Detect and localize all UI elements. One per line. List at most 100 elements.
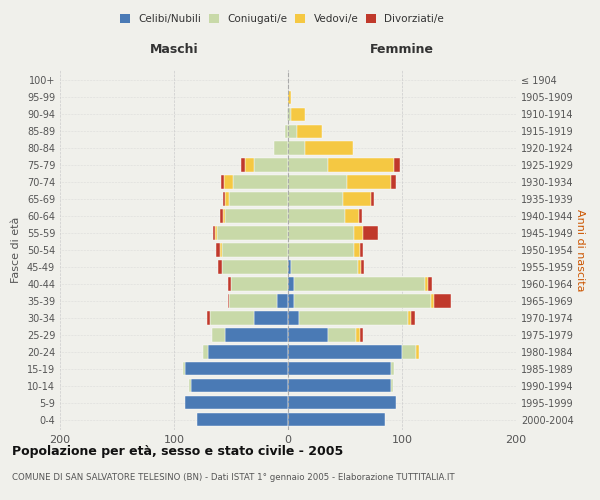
Bar [212,328,226,342]
Bar [274,142,288,154]
Bar [189,379,191,392]
Bar [216,244,220,256]
Bar [277,294,288,308]
Bar [233,176,288,188]
Bar [305,142,353,154]
Bar [288,176,347,188]
Bar [425,278,428,290]
Bar [294,278,425,290]
Text: Femmine: Femmine [370,42,434,56]
Bar [254,312,288,324]
Bar [288,328,328,342]
Bar [217,226,288,239]
Bar [431,294,434,308]
Bar [226,328,288,342]
Text: COMUNE DI SAN SALVATORE TELESINO (BN) - Dati ISTAT 1° gennaio 2005 - Elaborazion: COMUNE DI SAN SALVATORE TELESINO (BN) - … [12,473,455,482]
Bar [371,192,373,205]
Bar [434,294,451,308]
Bar [361,260,364,274]
Y-axis label: Fasce di età: Fasce di età [11,217,21,283]
Bar [288,158,328,172]
Bar [288,244,354,256]
Bar [224,176,233,188]
Bar [223,192,226,205]
Bar [297,124,322,138]
Bar [220,210,223,222]
Bar [416,346,419,358]
Bar [254,158,288,172]
Bar [287,108,288,121]
Bar [411,312,415,324]
Bar [221,176,224,188]
Bar [360,328,363,342]
Bar [288,210,345,222]
Bar [288,226,354,239]
Bar [220,244,222,256]
Bar [358,260,361,274]
Bar [222,244,288,256]
Text: Popolazione per età, sesso e stato civile - 2005: Popolazione per età, sesso e stato civil… [12,445,343,458]
Bar [288,396,397,409]
Bar [229,192,288,205]
Text: Maschi: Maschi [149,42,199,56]
Bar [226,210,288,222]
Bar [241,158,245,172]
Legend: Celibi/Nubili, Coniugati/e, Vedovi/e, Divorziati/e: Celibi/Nubili, Coniugati/e, Vedovi/e, Di… [116,10,448,29]
Bar [288,346,402,358]
Bar [229,294,277,308]
Bar [288,294,294,308]
Bar [222,260,288,274]
Bar [288,362,391,376]
Bar [343,192,371,205]
Y-axis label: Anni di nascita: Anni di nascita [575,209,585,291]
Bar [208,346,288,358]
Bar [288,260,292,274]
Bar [213,226,215,239]
Bar [288,312,299,324]
Bar [363,226,378,239]
Bar [402,346,416,358]
Bar [292,108,305,121]
Bar [245,158,254,172]
Bar [288,90,292,104]
Bar [183,362,185,376]
Bar [428,278,431,290]
Bar [288,142,305,154]
Bar [218,260,222,274]
Bar [328,328,356,342]
Bar [288,413,385,426]
Bar [360,244,363,256]
Bar [191,379,288,392]
Bar [299,312,408,324]
Bar [394,158,400,172]
Bar [345,210,359,222]
Bar [391,379,393,392]
Bar [215,226,217,239]
Bar [185,396,288,409]
Bar [328,158,394,172]
Bar [288,379,391,392]
Bar [391,362,394,376]
Bar [203,346,208,358]
Bar [288,192,343,205]
Bar [288,124,297,138]
Bar [211,312,254,324]
Bar [185,362,288,376]
Bar [347,176,391,188]
Bar [288,278,294,290]
Bar [223,210,226,222]
Bar [197,413,288,426]
Bar [227,278,231,290]
Bar [294,294,431,308]
Bar [354,244,360,256]
Bar [207,312,211,324]
Bar [354,226,363,239]
Bar [408,312,411,324]
Bar [284,124,288,138]
Bar [231,278,288,290]
Bar [292,260,358,274]
Bar [391,176,397,188]
Bar [356,328,360,342]
Bar [226,192,229,205]
Bar [359,210,362,222]
